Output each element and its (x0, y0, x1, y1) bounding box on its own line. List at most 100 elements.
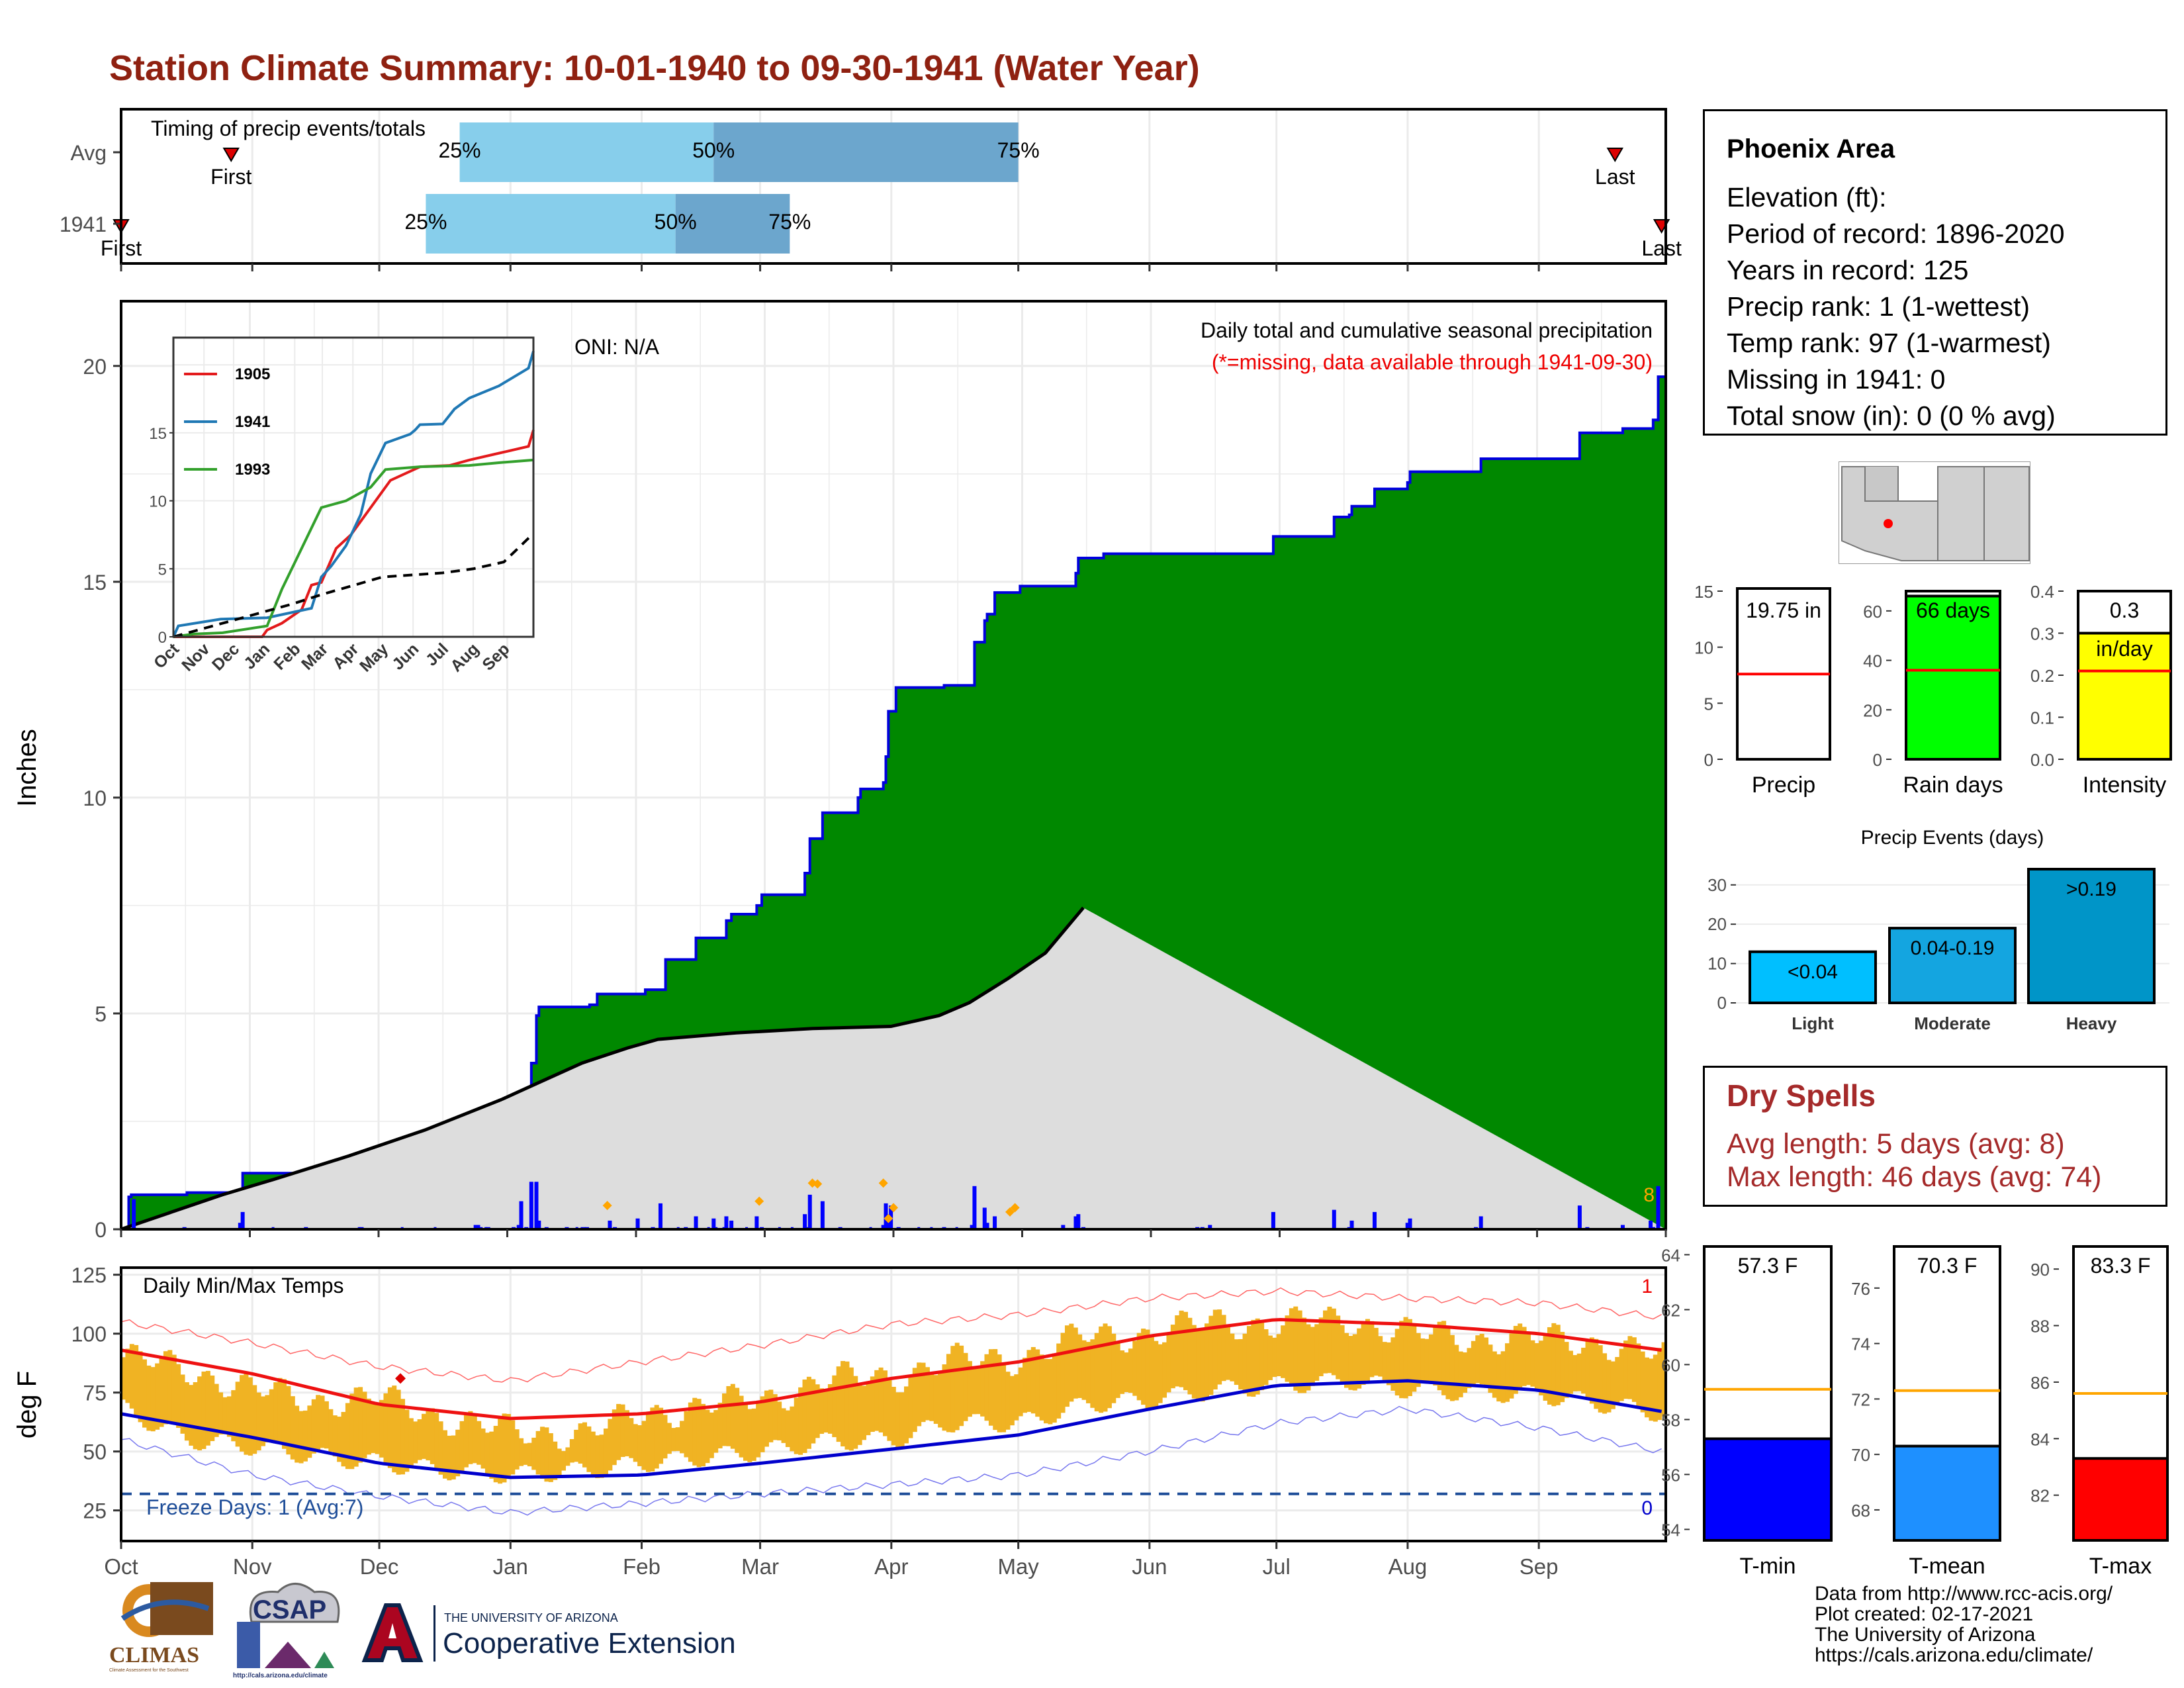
temp-daily-bar (1060, 1333, 1066, 1413)
temp-daily-bar (510, 1420, 516, 1475)
temp-daily-bar (1327, 1306, 1332, 1374)
temp-daily-bar (392, 1385, 397, 1473)
precip-ytick-label: 20 (83, 355, 107, 379)
temp-daily-bar (684, 1411, 689, 1458)
missing-day-marker (813, 1179, 823, 1189)
temp-daily-bar (641, 1421, 647, 1470)
temp-daily-bar (358, 1387, 363, 1463)
timing-last-label: Last (1595, 165, 1635, 189)
temp-daily-bar (997, 1354, 1002, 1432)
inset-ytick-label: 5 (158, 561, 167, 579)
temp-daily-bar (595, 1435, 600, 1479)
temp-daily-bar (1217, 1309, 1222, 1385)
temp-daily-bar (472, 1414, 477, 1464)
temp-daily-bar (1631, 1337, 1637, 1402)
temp-daily-bar (709, 1412, 714, 1458)
daily-precip-bar (982, 1207, 987, 1229)
temp-daily-bar (1403, 1317, 1408, 1399)
info-elevation: Elevation (ft): (1727, 182, 1887, 212)
temp-daily-bar (447, 1435, 452, 1481)
daily-precip-bar (1649, 1220, 1653, 1229)
inset-panel-border (172, 336, 535, 638)
daily-precip-bar (473, 1225, 478, 1229)
temp-daily-bar (553, 1441, 558, 1480)
temp-daily-bar (1336, 1315, 1341, 1380)
temp-daily-bar (302, 1410, 308, 1462)
temp-daily-bar (671, 1428, 676, 1452)
temp-daily-bar (332, 1415, 338, 1457)
temp-daily-bar (946, 1354, 951, 1432)
temp-daily-bar (645, 1414, 651, 1472)
temp-daily-bar (531, 1437, 537, 1470)
gauge-ytick-label: 54 (1661, 1520, 1680, 1540)
temp-daily-bar (197, 1376, 203, 1451)
temp-daily-bar (569, 1438, 574, 1463)
temp-daily-bar (1297, 1310, 1302, 1393)
temp-daily-bar (1416, 1333, 1421, 1387)
temp-xtick-label: May (997, 1554, 1039, 1579)
temp-daily-bar (980, 1361, 985, 1417)
temp-daily-bar (1191, 1325, 1197, 1399)
temp-daily-bar (1242, 1333, 1248, 1394)
temp-daily-bar (277, 1378, 283, 1444)
temp-daily-bar (844, 1361, 850, 1450)
temp-daily-bar (1052, 1353, 1057, 1423)
events-bar-label: <0.04 (1788, 961, 1838, 983)
daily-precip-bar (881, 1225, 886, 1229)
temp-daily-bar (624, 1410, 629, 1456)
temp-daily-bar (993, 1348, 998, 1430)
temp-daily-bar (777, 1401, 782, 1440)
temp-daily-bar (1653, 1354, 1658, 1422)
temp-daily-bar (1234, 1339, 1239, 1385)
daily-precip-bar (807, 1194, 812, 1229)
events-bar-label: 0.04-0.19 (1911, 937, 1995, 959)
gauge-ytick-label: 62 (1661, 1300, 1680, 1320)
temp-daily-bar (908, 1377, 913, 1438)
temp-daily-bar (696, 1399, 702, 1468)
temp-daily-bar (1149, 1335, 1154, 1409)
timing-row-label: Avg (70, 141, 107, 165)
temp-daily-bar (1445, 1325, 1451, 1399)
temp-daily-bar (1090, 1339, 1095, 1408)
temp-daily-bar (214, 1383, 219, 1437)
temp-daily-bar (1179, 1310, 1184, 1387)
temp-daily-bar (408, 1418, 414, 1468)
temp-daily-bar (1640, 1351, 1645, 1413)
timing-label-50: 50% (692, 138, 735, 162)
info-years: Years in record: 125 (1727, 255, 1969, 285)
temp-daily-bar (311, 1399, 316, 1454)
temp-daily-bar (226, 1396, 232, 1437)
temp-daily-bar (972, 1366, 977, 1415)
temp-daily-bar (371, 1403, 376, 1454)
freeze-days-label: Freeze Days: 1 (Avg:7) (146, 1495, 363, 1519)
temp-daily-bar (1001, 1363, 1007, 1432)
gauge-value-bar-tmax_gauge (2072, 1457, 2169, 1542)
temp-daily-bar (519, 1438, 524, 1466)
temp-daily-bar (811, 1379, 816, 1444)
temp-daily-bar (870, 1376, 875, 1432)
timing-label-75: 75% (997, 138, 1040, 162)
timing-band-25-50 (426, 194, 676, 254)
gauge-ytick-label: 70 (1851, 1445, 1870, 1465)
inset-ytick-label: 10 (149, 493, 167, 511)
missing-day-marker (1005, 1207, 1015, 1217)
temp-daily-bar (248, 1377, 253, 1456)
gauge-ytick-label: 0.4 (2030, 582, 2054, 602)
daily-precip-bar (516, 1225, 521, 1229)
daily-precip-bar (694, 1216, 698, 1229)
dry-spells-max: Max length: 46 days (avg: 74) (1727, 1161, 2102, 1193)
events-ytick-label: 30 (1707, 875, 1727, 895)
temp-daily-bar (1627, 1336, 1633, 1399)
gauge-value-label-tmin_gauge: 57.3 F (1738, 1254, 1798, 1278)
temp-daily-bar (1255, 1318, 1260, 1395)
precip-ytick-label: 0 (95, 1218, 107, 1242)
temp-daily-bar (599, 1434, 604, 1478)
timing-marker-last (1606, 148, 1624, 162)
temp-daily-bar (498, 1418, 503, 1484)
page-title: Station Climate Summary: 10-01-1940 to 0… (109, 48, 1200, 88)
events-ytick-label: 10 (1707, 954, 1727, 974)
temp-daily-bar (218, 1392, 224, 1435)
timing-row-label: 1941 (60, 212, 107, 236)
temp-daily-bar (1484, 1337, 1489, 1388)
timing-band-50-75 (675, 194, 790, 254)
